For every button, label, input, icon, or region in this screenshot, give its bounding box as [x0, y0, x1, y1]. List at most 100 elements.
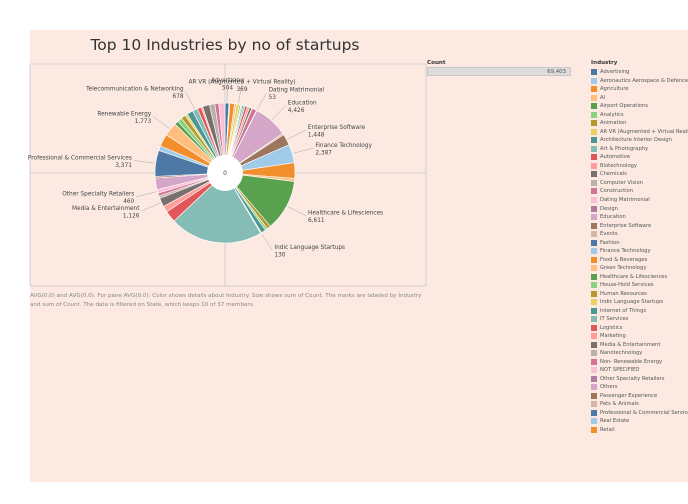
legend-swatch [591, 86, 597, 93]
legend-item[interactable]: Others [591, 383, 688, 392]
legend-item[interactable]: Logistics [591, 323, 688, 332]
legend-item[interactable]: House-Hold Services [591, 281, 688, 290]
legend-item[interactable]: AI [591, 94, 688, 103]
legend-item[interactable]: Finance Technology [591, 247, 688, 256]
legend-item[interactable]: Professional & Commercial Services [591, 409, 688, 418]
count-bar[interactable]: 69,403 [427, 67, 571, 76]
legend-label: IT Services [600, 316, 629, 323]
legend-label: Automotive [600, 154, 631, 161]
legend-item[interactable]: Internet of Things [591, 306, 688, 315]
legend-item[interactable]: Human Resources [591, 289, 688, 298]
legend-item[interactable]: Chemicals [591, 170, 688, 179]
legend-item[interactable]: Education [591, 213, 688, 222]
label-leaders [133, 82, 314, 251]
legend-item[interactable]: Green Technology [591, 264, 688, 273]
slice-label-value: 460 [123, 199, 134, 205]
chart-caption: AVG(0.0) and AVG(0.0). For pane AVG(0.0)… [30, 293, 422, 308]
legend-item[interactable]: Design [591, 204, 688, 213]
legend-item[interactable]: Automotive [591, 153, 688, 162]
legend-swatch [591, 401, 597, 408]
legend-item[interactable]: Real Estate [591, 417, 688, 426]
legend-item[interactable]: Pets & Animals [591, 400, 688, 409]
legend-title: Industry [591, 60, 618, 66]
legend-item[interactable]: Architecture Interior Design [591, 136, 688, 145]
legend-swatch [591, 137, 597, 144]
legend-item[interactable]: Retail [591, 426, 688, 435]
legend-label: Art & Photography [600, 145, 649, 152]
legend-item[interactable]: Food & Beverages [591, 255, 688, 264]
legend-label: Events [600, 231, 618, 238]
center-label: 0 [223, 170, 227, 177]
legend-item[interactable]: Indic Language Startups [591, 298, 688, 307]
legend-item[interactable]: AR VR (Augmented + Virtual Reality) [591, 128, 688, 137]
legend-item[interactable]: Other Specialty Retailers [591, 375, 688, 384]
slice-label-name: Indic Language Startups [274, 245, 345, 251]
industry-legend[interactable]: Advertising Aeronautics Aerospace & Defen… [591, 68, 688, 480]
legend-label: Architecture Interior Design [600, 137, 672, 144]
legend-item[interactable]: Fashion [591, 238, 688, 247]
legend-item[interactable]: Aeronautics Aerospace & Defence [591, 77, 688, 86]
slice-label-value: 130 [274, 253, 285, 259]
slice-label-value: 369 [236, 87, 247, 93]
slice-label-value: 1,773 [135, 119, 152, 125]
legend-swatch [591, 205, 597, 212]
legend-item[interactable]: NOT SPECIFIED [591, 366, 688, 375]
legend-item[interactable]: Agriculture [591, 85, 688, 94]
legend-label: Agriculture [600, 86, 629, 93]
legend-label: Media & Entertainment [600, 341, 661, 348]
legend-item[interactable]: Computer Vision [591, 179, 688, 188]
legend-label: Airport Operations [600, 103, 648, 110]
legend-label: Analytics [600, 111, 624, 118]
leader-line [136, 191, 157, 197]
legend-swatch [591, 307, 597, 314]
slice-label-value: 3,371 [115, 163, 132, 169]
leader-line [226, 82, 228, 103]
legend-swatch [591, 409, 597, 416]
slice-label-value: 53 [269, 95, 277, 101]
legend-item[interactable]: Media & Entertainment [591, 341, 688, 350]
legend-swatch [591, 222, 597, 229]
legend-swatch [591, 214, 597, 221]
leader-line [293, 147, 314, 154]
legend-label: Real Estate [600, 418, 630, 425]
legend-label: Aeronautics Aerospace & Defence [600, 77, 688, 84]
pie-slice-it-services[interactable]: IT Services: 12,000 [173, 172, 262, 244]
legend-item[interactable]: Healthcare & Lifesciences [591, 272, 688, 281]
pie-chart[interactable]: Advertising: 504Aeronautics Aerospace & … [0, 0, 430, 300]
slice-label-value: 2,387 [315, 151, 332, 157]
slice-label-name: Enterprise Software [308, 125, 366, 131]
legend-label: Animation [600, 120, 627, 127]
legend-label: AI [600, 94, 606, 101]
donut-hole [207, 155, 243, 191]
legend-label: Design [600, 205, 618, 212]
legend-item[interactable]: Events [591, 230, 688, 239]
legend-item[interactable]: Animation [591, 119, 688, 128]
legend-item[interactable]: Nanotechnology [591, 349, 688, 358]
legend-item[interactable]: Passenger Experience [591, 392, 688, 401]
legend-swatch [591, 77, 597, 84]
legend-item[interactable]: Analytics [591, 111, 688, 120]
leader-line [141, 202, 161, 212]
legend-swatch [591, 188, 597, 195]
legend-swatch [591, 248, 597, 255]
legend-label: Enterprise Software [600, 222, 652, 229]
legend-item[interactable]: IT Services [591, 315, 688, 324]
legend-item[interactable]: Art & Photography [591, 145, 688, 154]
leader-line [261, 233, 273, 251]
legend-item[interactable]: Enterprise Software [591, 221, 688, 230]
legend-swatch [591, 128, 597, 135]
legend-item[interactable]: Dating Matrimonial [591, 196, 688, 205]
legend-item[interactable]: Airport Operations [591, 102, 688, 111]
count-header: Count [427, 60, 446, 66]
legend-item[interactable]: Non- Renewable Energy [591, 358, 688, 367]
legend-item[interactable]: Construction [591, 187, 688, 196]
legend-item[interactable]: Marketing [591, 332, 688, 341]
legend-label: NOT SPECIFIED [600, 367, 640, 374]
slice-label-value: 6,611 [308, 218, 325, 224]
legend-swatch [591, 120, 597, 127]
leader-line [287, 206, 307, 216]
legend-item[interactable]: Biotechnology [591, 162, 688, 171]
legend-label: Biotechnology [600, 162, 637, 169]
legend-item[interactable]: Advertising [591, 68, 688, 77]
